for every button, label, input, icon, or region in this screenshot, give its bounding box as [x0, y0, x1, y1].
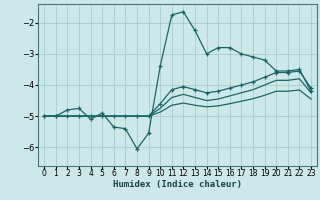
X-axis label: Humidex (Indice chaleur): Humidex (Indice chaleur)	[113, 180, 242, 189]
